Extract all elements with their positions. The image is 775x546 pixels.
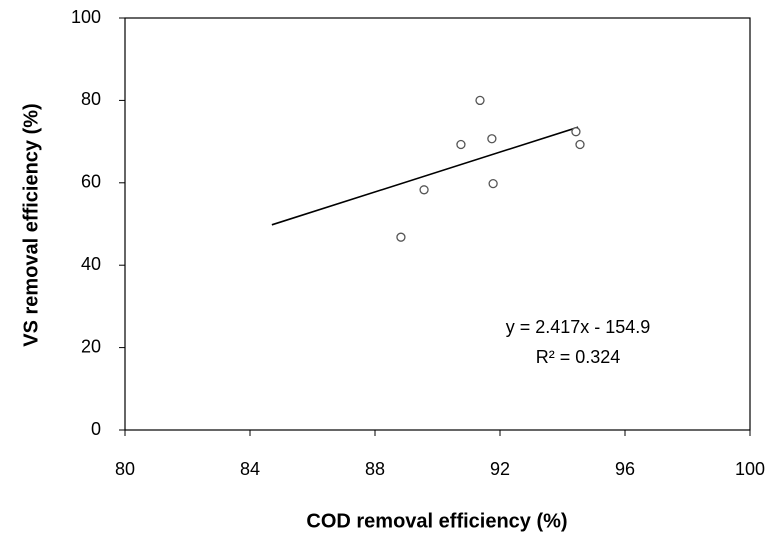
- y-tick-label: 80: [81, 89, 101, 109]
- x-tick-label: 84: [240, 459, 260, 479]
- x-tick-label: 96: [615, 459, 635, 479]
- trend-r-squared: R² = 0.324: [536, 347, 621, 367]
- y-tick-label: 60: [81, 172, 101, 192]
- x-tick-label: 92: [490, 459, 510, 479]
- scatter-point: [575, 139, 585, 150]
- x-tick-label: 100: [735, 459, 765, 479]
- y-axis-title: VS removal efficiency (%): [20, 103, 42, 346]
- scatter-point: [487, 134, 497, 144]
- y-tick-label: 20: [81, 336, 101, 356]
- x-tick-label: 80: [115, 459, 135, 479]
- x-axis-title: COD removal efficiency (%): [306, 510, 567, 532]
- scatter-point: [571, 127, 581, 137]
- y-tick-label: 0: [91, 419, 101, 439]
- x-tick-label: 88: [365, 459, 385, 479]
- trendline: [271, 126, 579, 226]
- scatter-point: [396, 232, 406, 242]
- plot-frame: [124, 17, 751, 431]
- y-tick-label: 100: [71, 7, 101, 27]
- scatter-point: [475, 95, 485, 106]
- trend-equation: y = 2.417x - 154.9: [506, 317, 651, 337]
- scatter-point: [419, 185, 429, 195]
- y-tick-label: 40: [81, 254, 101, 274]
- scatter-point: [488, 178, 498, 189]
- scatter-point: [456, 139, 466, 150]
